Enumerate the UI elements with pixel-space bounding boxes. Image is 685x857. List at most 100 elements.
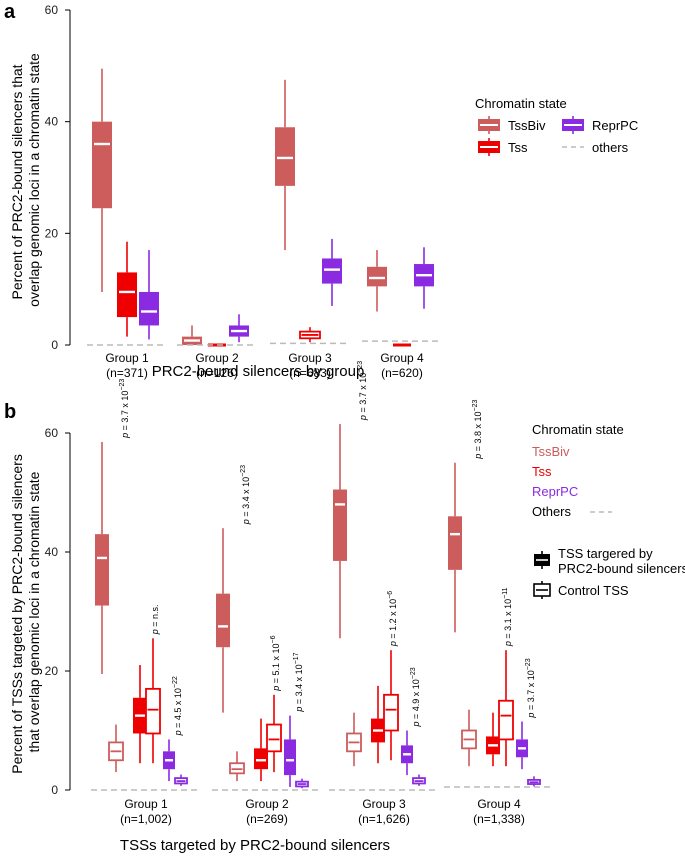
panel-b-box-tss-control-group-1 [145, 638, 161, 764]
panel-b-pvalue-p: p [526, 713, 536, 719]
panel-b-pvalue-exponent: −22 [172, 676, 179, 688]
panel-b-pvalue-mantissa: = 4.9 x 10 [411, 679, 421, 721]
panel-b-box-tssbiv-control-group-3 [346, 712, 362, 767]
panel-b-pvalue-group-4-tss: p = 3.1 x 10−11 [502, 587, 513, 647]
panel-b-group-name-1: Group 1 [124, 797, 168, 811]
panel-b-box-reprpc-targeted-group-4 [516, 721, 528, 770]
panel-a-ylabel: Percent of PRC2-bound silencers that ove… [9, 53, 42, 307]
panel-b-box-reprpc-targeted-group-3 [401, 730, 413, 776]
panel-b-tick-label-0: 0 [51, 783, 58, 797]
panel-b-pvalue-exponent: −17 [293, 652, 300, 664]
panel-a-box-reprpc-group-4 [414, 247, 434, 309]
panel-b-pvalue-mantissa: = 3.7 x 10 [526, 670, 536, 712]
panel-b-legend-title: Chromatin state [532, 422, 624, 437]
panel-b-box-tss-control-group-3-body [383, 693, 399, 732]
panel-b-group-n-4: (n=1,338) [473, 812, 525, 826]
panel-b-pvalue-group-1-tss: p = n.s. [150, 604, 160, 635]
panel-b-pvalue-p: p [388, 641, 398, 647]
panel-b-pvalue-mantissa: = 3.4 x 10 [294, 664, 304, 706]
panel-b-pvalue-exponent: −6 [387, 591, 394, 599]
panel-a-legend-entries: TssBiv ReprPC Tss others [478, 116, 638, 156]
panel-b-pvalue-mantissa: = 3.8 x 10 [473, 411, 483, 453]
panel-b-pvalue-group-1-tssbiv: p = 3.7 x 10−23 [119, 379, 130, 439]
panel-a-legend-tss: Tss [478, 138, 528, 156]
panel-a-letter: a [4, 1, 16, 23]
panel-b-pvalue-exponent: −23 [525, 658, 532, 670]
panel-a-box-tssbiv-group-1 [92, 68, 112, 292]
panel-a-box-tssbiv-group-3 [275, 79, 295, 251]
panel-b-box-tss-targeted-group-1 [133, 665, 147, 764]
panel-b-pvalue-p: p [294, 707, 304, 713]
panel-b-y-ticks: 0 20 40 60 [45, 426, 70, 797]
panel-b-box-reprpc-control-group-4 [527, 776, 541, 787]
panel-b-pvalue-p: p [503, 641, 513, 647]
panel-b-pvalue-p: p [358, 415, 368, 421]
panel-a-legend: Chromatin state TssBiv ReprPC Tss others [475, 96, 638, 156]
panel-b-box-tss-targeted-group-4 [486, 712, 500, 767]
panel-b-pvalue-mantissa: = 3.7 x 10 [358, 373, 368, 415]
panel-b-box-tss-targeted-group-3 [371, 685, 385, 764]
panel-b-legend-others: Others [532, 504, 612, 519]
panel-b-pvalue-p: p [473, 454, 483, 460]
panel-a-tick-label-20: 20 [45, 226, 59, 240]
panel-b-pvalue-group-4-tssbiv: p = 3.8 x 10−23 [472, 399, 483, 459]
panel-b-pvalue-group-2-tss: p = 5.1 x 10−6 [270, 635, 281, 691]
panel-b-letter: b [4, 401, 16, 423]
panel-b-legend: Chromatin state TssBiv Tss ReprPC Others TS… [532, 422, 685, 599]
panel-b-box-tssbiv-targeted-group-4 [448, 462, 462, 633]
panel-b-legend-entries: TssBiv Tss ReprPC Others [532, 444, 612, 519]
panel-b-box-tssbiv-control-group-1 [108, 724, 124, 773]
panel-b-box-tssbiv-control-group-2 [229, 751, 245, 782]
panel-a-box-tssbiv-group-4 [367, 250, 387, 312]
panel-b-pvalue-exponent: −23 [472, 399, 479, 411]
panel-a-group-name-4: Group 4 [380, 351, 424, 365]
panel-a-tick-label-0: 0 [51, 338, 58, 352]
panel-b-box-tss-control-group-1-body [145, 687, 161, 735]
panel-b-xlabel: TSSs targeted by PRC2-bound silencers [120, 837, 390, 854]
panel-a-box-tssbiv-group-1-body [92, 121, 112, 209]
panel-b-legend-others-label: Others [532, 504, 572, 519]
panel-b-pvalue-p: p [411, 721, 421, 727]
panel-b-box-tss-control-group-2-body [266, 723, 282, 753]
panel-b-marks [91, 424, 554, 791]
panel-b-tick-label-20: 20 [45, 664, 59, 678]
panel-a-group-n-3: (n=683) [289, 366, 331, 380]
panel-a-ylabel-line-2: overlap genomic loci in a chromatin stat… [26, 53, 42, 307]
panel-a-box-tss-group-3 [299, 327, 321, 343]
panel-b: b 0 20 40 60 Percent of TSSs targeted by PR… [4, 361, 685, 854]
panel-b-legend-tss: Tss [532, 464, 552, 479]
panel-b-pvalue-exponent: −6 [270, 635, 277, 643]
panel-b-legend-style-filled-label-line-1: TSS targered by [558, 546, 653, 561]
panel-b-box-tss-targeted-group-2 [254, 718, 268, 782]
panel-b-group-name-4: Group 4 [477, 797, 521, 811]
panel-a-xlabel: PRC2-bound silencers by group [152, 363, 365, 380]
panel-b-box-tssbiv-targeted-group-2-body [216, 593, 230, 648]
panel-a-legend-title: Chromatin state [475, 96, 567, 111]
panel-b-pvalue-exponent: −23 [410, 667, 417, 679]
panel-b-pvalue-group-3-reprpc: p = 4.9 x 10−23 [410, 667, 421, 727]
panel-a-group-name-1: Group 1 [105, 351, 149, 365]
panel-a-group-name-3: Group 3 [288, 351, 332, 365]
panel-a-legend-reprpc-label: ReprPC [592, 118, 638, 133]
panel-a-box-reprpc-group-3 [322, 238, 342, 306]
panel-a-tick-label-40: 40 [45, 115, 59, 129]
panel-b-legend-reprpc: ReprPC [532, 484, 578, 499]
panel-b-ylabel-line-2: that overlap genomic loci in a chromatin… [26, 471, 42, 752]
panel-b-pvalue-mantissa: = 5.1 x 10 [271, 644, 281, 686]
panel-a-legend-tssbiv: TssBiv [478, 116, 546, 134]
panel-b-legend-tssbiv-label: TssBiv [532, 444, 570, 459]
panel-b-group-name-3: Group 3 [362, 797, 406, 811]
panel-a-group-n-4: (n=620) [381, 366, 423, 380]
panel-b-legend-style-open-label-line-1: Control TSS [558, 583, 629, 598]
panel-b-tick-label-40: 40 [45, 545, 59, 559]
panel-a-box-tss-group-4 [393, 343, 411, 347]
panel-a-legend-others: others [562, 140, 629, 155]
panel-a-box-reprpc-group-1-body [139, 291, 159, 326]
panel-b-box-tssbiv-control-group-4 [461, 709, 477, 767]
panel-a-box-reprpc-group-2 [229, 314, 249, 343]
panel-b-pvalue-group-3-tss: p = 1.2 x 10−6 [387, 591, 398, 647]
panel-b-box-tss-control-group-4 [498, 650, 514, 767]
panel-b-box-tssbiv-targeted-group-1-body [95, 534, 109, 606]
